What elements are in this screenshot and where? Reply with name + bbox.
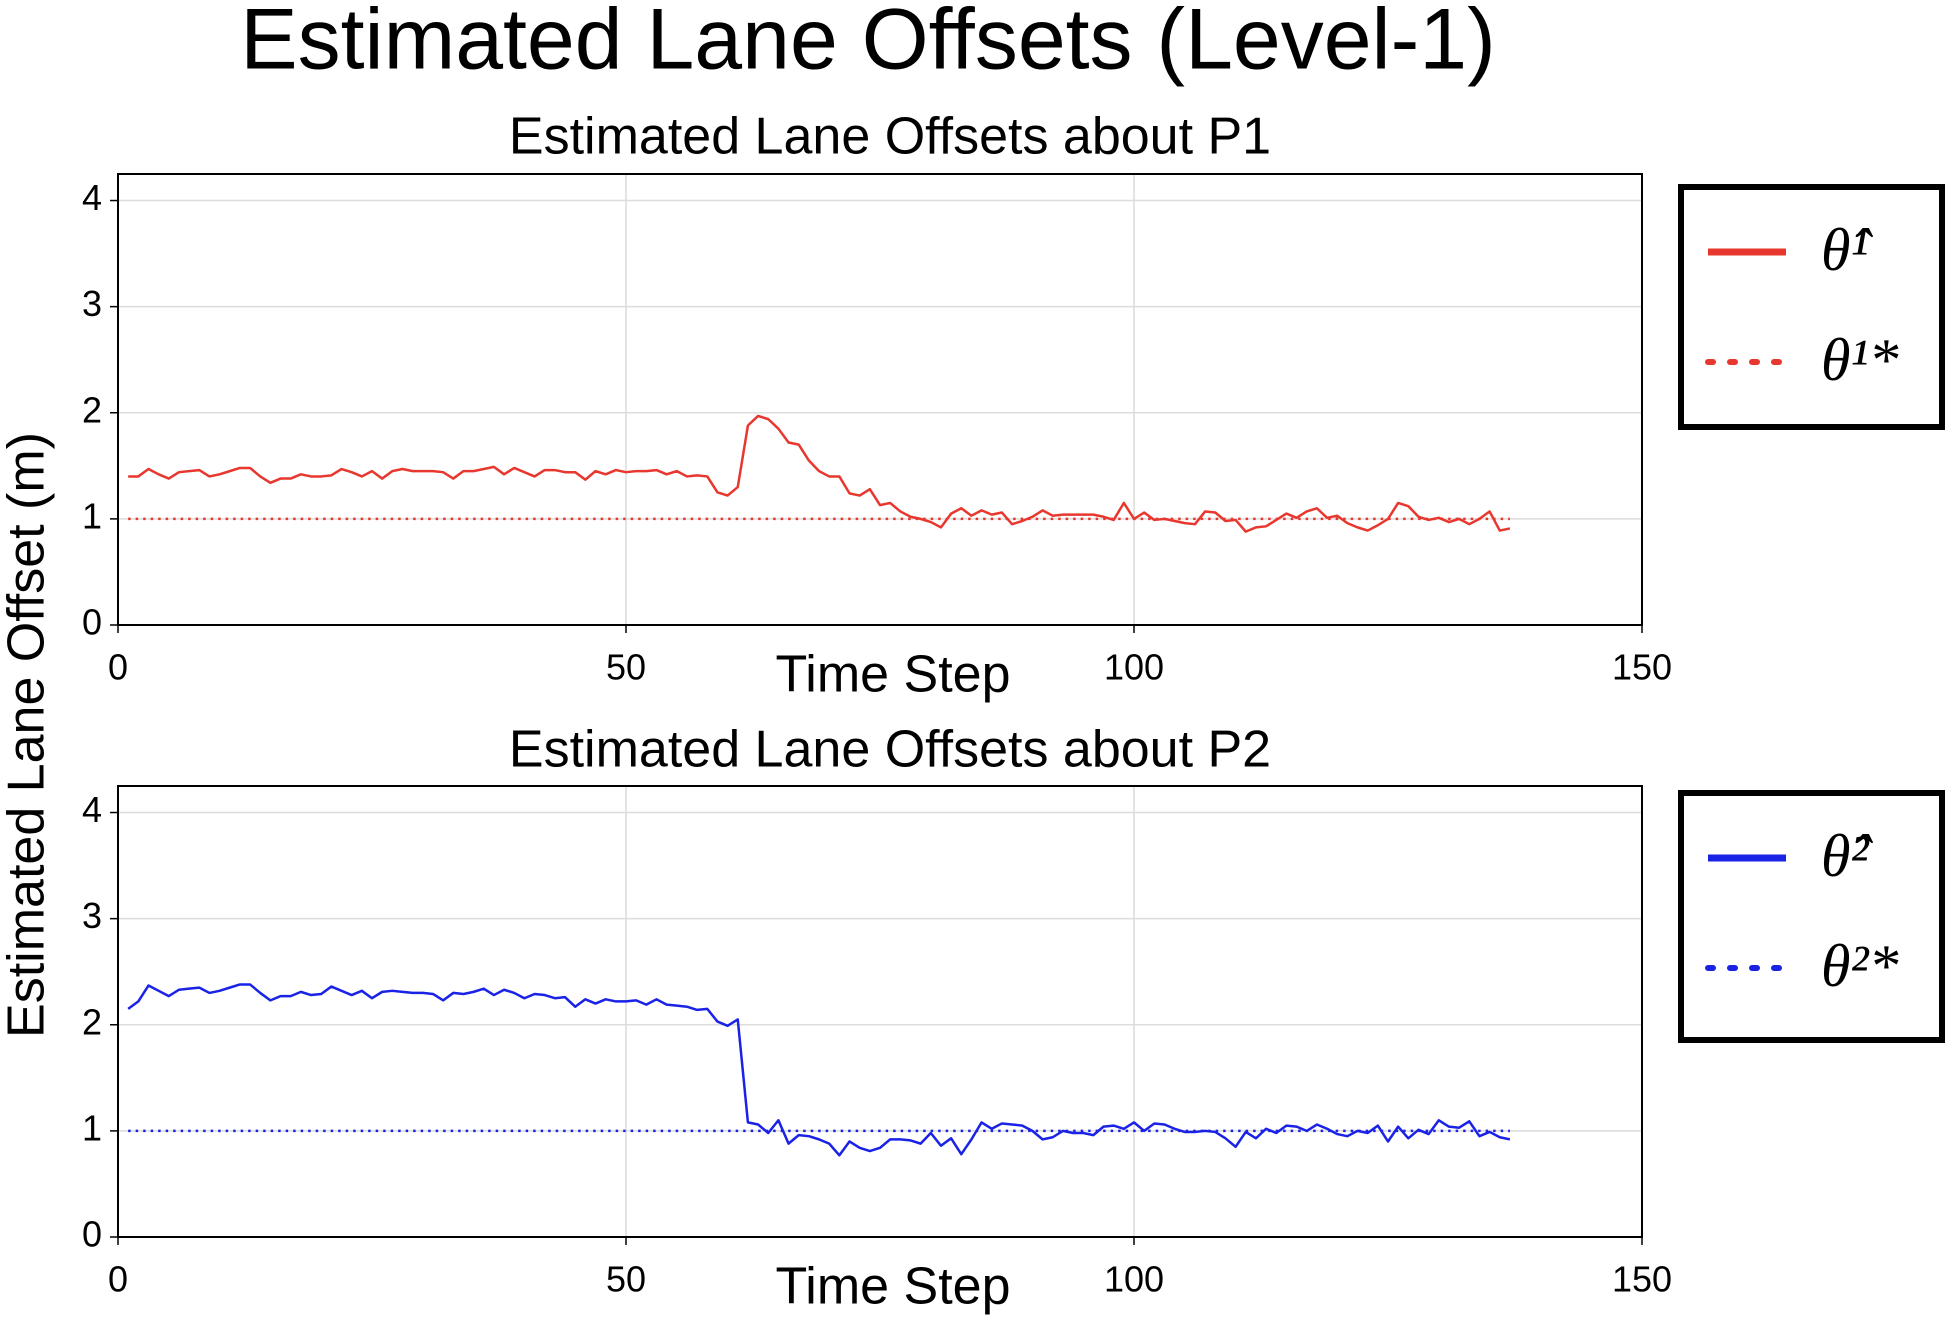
legend-box — [1678, 790, 1945, 1043]
x-axis-label: Time Step — [775, 646, 1010, 704]
series-line — [128, 414, 1511, 533]
y-tick-label: 2 — [82, 389, 102, 430]
series-line — [127, 983, 1511, 1157]
y-axis-label: Estimated Lane Offset (m) — [0, 432, 56, 1038]
x-axis-label: Time Step — [775, 1258, 1010, 1316]
y-tick-label: 2 — [82, 1001, 102, 1042]
y-tick-label: 4 — [82, 177, 102, 218]
x-tick-label: 100 — [1104, 1259, 1164, 1300]
figure-title: Estimated Lane Offsets (Level-1) — [240, 0, 1496, 88]
y-tick-label: 1 — [82, 1107, 102, 1148]
x-tick-label: 150 — [1612, 1259, 1672, 1300]
axes-frame — [117, 785, 1643, 1238]
legend-label: θ̂² — [1821, 823, 1873, 889]
x-tick-label: 0 — [108, 647, 128, 688]
x-tick-label: 0 — [108, 1259, 128, 1300]
x-tick-label: 100 — [1104, 647, 1164, 688]
y-tick-label: 3 — [82, 283, 102, 324]
legend-label: θ¹* — [1821, 327, 1898, 393]
y-tick-label: 3 — [82, 895, 102, 936]
subplot-title: Estimated Lane Offsets about P2 — [509, 721, 1271, 779]
y-tick-label: 4 — [82, 789, 102, 830]
legend-label: θ̂¹ — [1821, 217, 1873, 283]
y-tick-label: 0 — [82, 602, 102, 643]
subplot-title: Estimated Lane Offsets about P1 — [509, 108, 1271, 166]
y-tick-label: 0 — [82, 1214, 102, 1255]
x-tick-label: 50 — [606, 647, 646, 688]
x-tick-label: 150 — [1612, 647, 1672, 688]
legend-label: θ²* — [1821, 933, 1898, 999]
x-tick-label: 50 — [606, 1259, 646, 1300]
legend-box — [1678, 184, 1945, 430]
y-tick-label: 1 — [82, 495, 102, 536]
axes-frame — [117, 173, 1643, 626]
